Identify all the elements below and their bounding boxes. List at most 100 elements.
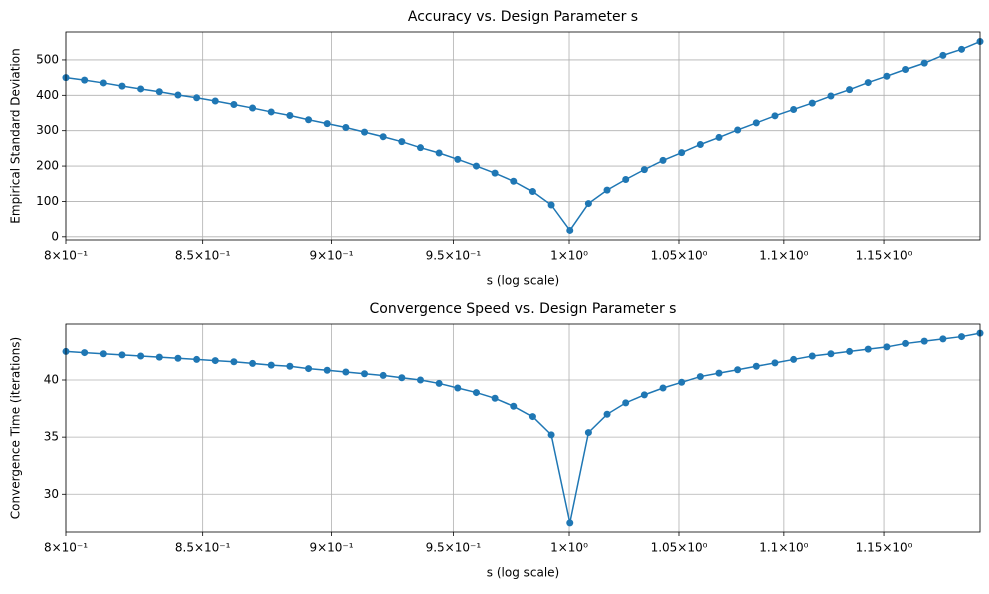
- data-point: [416, 376, 424, 384]
- data-point: [902, 339, 910, 347]
- data-point: [81, 349, 89, 357]
- data-line: [65, 40, 981, 232]
- data-point: [827, 92, 835, 100]
- data-point: [99, 79, 107, 87]
- data-point: [958, 45, 966, 53]
- data-point: [398, 374, 406, 382]
- y-tick-label: 0: [51, 229, 59, 243]
- data-point: [267, 108, 275, 116]
- data-point: [174, 91, 182, 99]
- x-tick-label: 1.15×10⁰: [856, 541, 913, 555]
- data-point: [155, 353, 163, 361]
- data-point: [920, 59, 928, 67]
- data-point: [659, 156, 667, 164]
- chart-title: Convergence Speed vs. Design Parameter s: [370, 301, 677, 317]
- data-point: [305, 365, 313, 373]
- data-point: [883, 72, 891, 80]
- x-tick-label: 9.5×10⁻¹: [426, 541, 482, 555]
- data-point: [547, 201, 555, 209]
- data-point: [435, 379, 443, 387]
- data-point: [137, 85, 145, 93]
- data-point: [902, 65, 910, 73]
- data-point: [398, 138, 406, 146]
- data-point: [193, 94, 201, 102]
- data-point: [323, 366, 331, 374]
- data-point: [99, 350, 107, 358]
- data-point: [939, 51, 947, 59]
- data-point: [118, 351, 126, 359]
- y-tick-label: 300: [36, 123, 59, 137]
- y-tick-label: 30: [44, 487, 59, 501]
- x-tick-label: 9×10⁻¹: [309, 249, 353, 263]
- data-point: [305, 116, 313, 124]
- data-point: [118, 82, 126, 90]
- x-tick-label: 8.5×10⁻¹: [175, 541, 231, 555]
- x-axis-label: s (log scale): [487, 274, 559, 288]
- data-point: [715, 133, 723, 141]
- data-point: [790, 355, 798, 363]
- x-tick-label: 8×10⁻¹: [44, 249, 88, 263]
- data-point: [883, 343, 891, 351]
- data-point: [622, 399, 630, 407]
- data-point: [640, 166, 648, 174]
- x-axis-label: s (log scale): [487, 566, 559, 580]
- x-tick-label: 8.5×10⁻¹: [175, 249, 231, 263]
- data-point: [771, 112, 779, 120]
- data-point: [174, 354, 182, 362]
- x-tick-label: 1.15×10⁰: [856, 249, 913, 263]
- data-point: [510, 177, 518, 185]
- data-point: [379, 371, 387, 379]
- data-point: [361, 370, 369, 378]
- x-tick-label: 1×10⁰: [550, 249, 588, 263]
- data-point: [267, 361, 275, 369]
- data-point: [846, 86, 854, 94]
- y-tick-label: 200: [36, 159, 59, 173]
- data-point: [603, 410, 611, 418]
- data-point: [230, 101, 238, 109]
- data-point: [286, 111, 294, 119]
- axes-frame: [65, 31, 981, 241]
- data-point: [678, 378, 686, 386]
- x-tick-label: 1×10⁰: [550, 541, 588, 555]
- data-point: [510, 402, 518, 410]
- data-point: [155, 88, 163, 96]
- data-point: [603, 186, 611, 194]
- x-tick-label: 9.5×10⁻¹: [426, 249, 482, 263]
- data-point: [939, 335, 947, 343]
- data-point: [846, 347, 854, 355]
- data-point: [491, 169, 499, 177]
- y-axis-label: Convergence Time (iterations): [9, 337, 23, 519]
- data-point: [790, 105, 798, 113]
- data-point: [230, 358, 238, 366]
- data-point: [584, 200, 592, 208]
- data-point: [286, 362, 294, 370]
- data-point: [211, 97, 219, 105]
- x-tick-label: 8×10⁻¹: [44, 541, 88, 555]
- data-point: [472, 389, 480, 397]
- data-point: [808, 352, 816, 360]
- x-tick-label: 9×10⁻¹: [309, 541, 353, 555]
- data-point: [734, 126, 742, 134]
- data-point: [715, 369, 723, 377]
- x-tick-label: 1.05×10⁰: [651, 541, 708, 555]
- data-point: [491, 394, 499, 402]
- data-point: [416, 144, 424, 152]
- y-tick-label: 500: [36, 52, 59, 66]
- data-point: [734, 366, 742, 374]
- x-tick-label: 1.1×10⁰: [759, 541, 808, 555]
- data-point: [528, 188, 536, 196]
- data-point: [771, 359, 779, 367]
- data-point: [958, 333, 966, 341]
- data-point: [864, 79, 872, 87]
- y-tick-label: 35: [44, 430, 59, 444]
- data-point: [323, 120, 331, 128]
- data-point: [528, 413, 536, 421]
- data-point: [659, 384, 667, 392]
- y-tick-label: 40: [44, 373, 59, 387]
- data-point: [81, 76, 89, 84]
- x-tick-label: 1.05×10⁰: [651, 249, 708, 263]
- data-point: [211, 357, 219, 365]
- data-point: [566, 226, 574, 234]
- x-tick-label: 1.1×10⁰: [759, 249, 808, 263]
